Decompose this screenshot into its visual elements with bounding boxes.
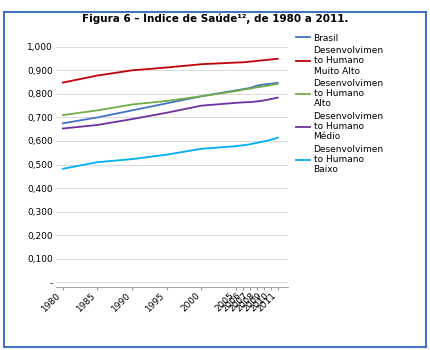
Legend: Brasil, Desenvolvimen
to Humano
Muito Alto, Desenvolvimen
to Humano
Alto, Desenv: Brasil, Desenvolvimen to Humano Muito Al… bbox=[293, 30, 387, 178]
Text: Figura 6 – Índice de Saúde¹², de 1980 a 2011.: Figura 6 – Índice de Saúde¹², de 1980 a … bbox=[82, 12, 348, 24]
